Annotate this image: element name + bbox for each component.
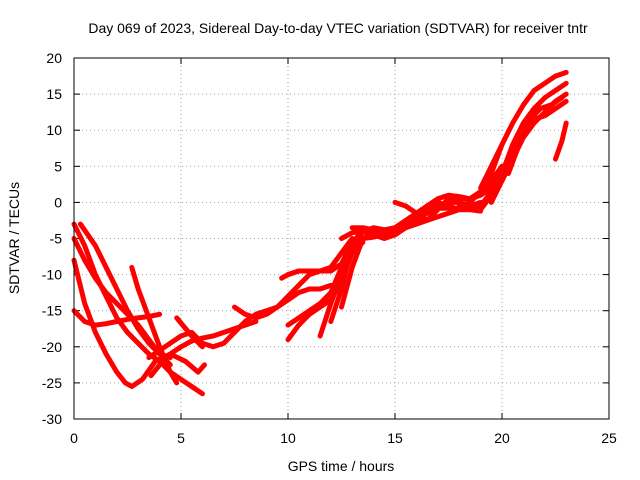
series-group bbox=[71, 69, 569, 397]
chart-title: Day 069 of 2023, Sidereal Day-to-day VTE… bbox=[88, 20, 588, 36]
series-line-pass-18 bbox=[392, 199, 484, 223]
series-line-pass-9 bbox=[174, 315, 205, 350]
series-line-pass-2 bbox=[71, 221, 205, 397]
axis-ticks: 0 5 10 15 20 25 -30 -25 -20 -15 -10 -5 0 5 10 15 20 bbox=[42, 50, 617, 446]
series-line-pass-16 bbox=[339, 228, 398, 310]
y-tick-label: 0 bbox=[54, 194, 62, 210]
x-tick-label: 20 bbox=[494, 430, 510, 446]
series-line-pass-23 bbox=[505, 95, 565, 176]
y-tick-label: -5 bbox=[50, 231, 63, 247]
series-line-pass-27 bbox=[339, 227, 377, 241]
series-line-pass-24 bbox=[553, 120, 569, 162]
y-tick-label: 5 bbox=[54, 158, 62, 174]
y-tick-label: -20 bbox=[42, 339, 62, 355]
series-line-pass-10 bbox=[232, 236, 355, 321]
y-tick-label: -15 bbox=[42, 303, 62, 319]
series-line-pass-26 bbox=[279, 268, 312, 281]
series-line-pass-4 bbox=[71, 308, 163, 328]
y-axis-label: SDTVAR / TECUs bbox=[6, 182, 22, 294]
plot-frame bbox=[73, 57, 610, 420]
y-tick-label: 10 bbox=[46, 122, 62, 138]
x-axis-label: GPS time / hours bbox=[288, 458, 395, 474]
series-line-pass-1 bbox=[71, 257, 207, 389]
y-tick-label: -10 bbox=[42, 267, 62, 283]
y-tick-label: -30 bbox=[42, 411, 62, 427]
series-line-pass-22 bbox=[499, 98, 569, 184]
series-line-pass-8 bbox=[146, 282, 334, 361]
series-line-pass-20 bbox=[478, 80, 569, 213]
y-tick-label: -25 bbox=[42, 375, 62, 391]
series-line-pass-6 bbox=[129, 264, 180, 386]
x-tick-label: 10 bbox=[280, 430, 296, 446]
y-tick-label: 15 bbox=[46, 86, 62, 102]
y-tick-label: 20 bbox=[46, 50, 62, 66]
series-line-pass-14 bbox=[317, 239, 366, 339]
series-line-pass-25 bbox=[456, 142, 505, 209]
x-tick-label: 5 bbox=[177, 430, 185, 446]
x-tick-label: 0 bbox=[70, 430, 78, 446]
x-tick-label: 25 bbox=[601, 430, 617, 446]
x-tick-label: 15 bbox=[387, 430, 403, 446]
